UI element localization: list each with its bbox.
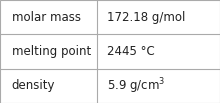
Text: molar mass: molar mass [12,11,81,24]
Text: melting point: melting point [12,45,91,58]
Text: 172.18 g/mol: 172.18 g/mol [107,11,185,24]
Text: 5.9 g/cm$^{3}$: 5.9 g/cm$^{3}$ [107,76,165,96]
Text: 2445 °C: 2445 °C [107,45,154,58]
Text: density: density [12,79,55,92]
